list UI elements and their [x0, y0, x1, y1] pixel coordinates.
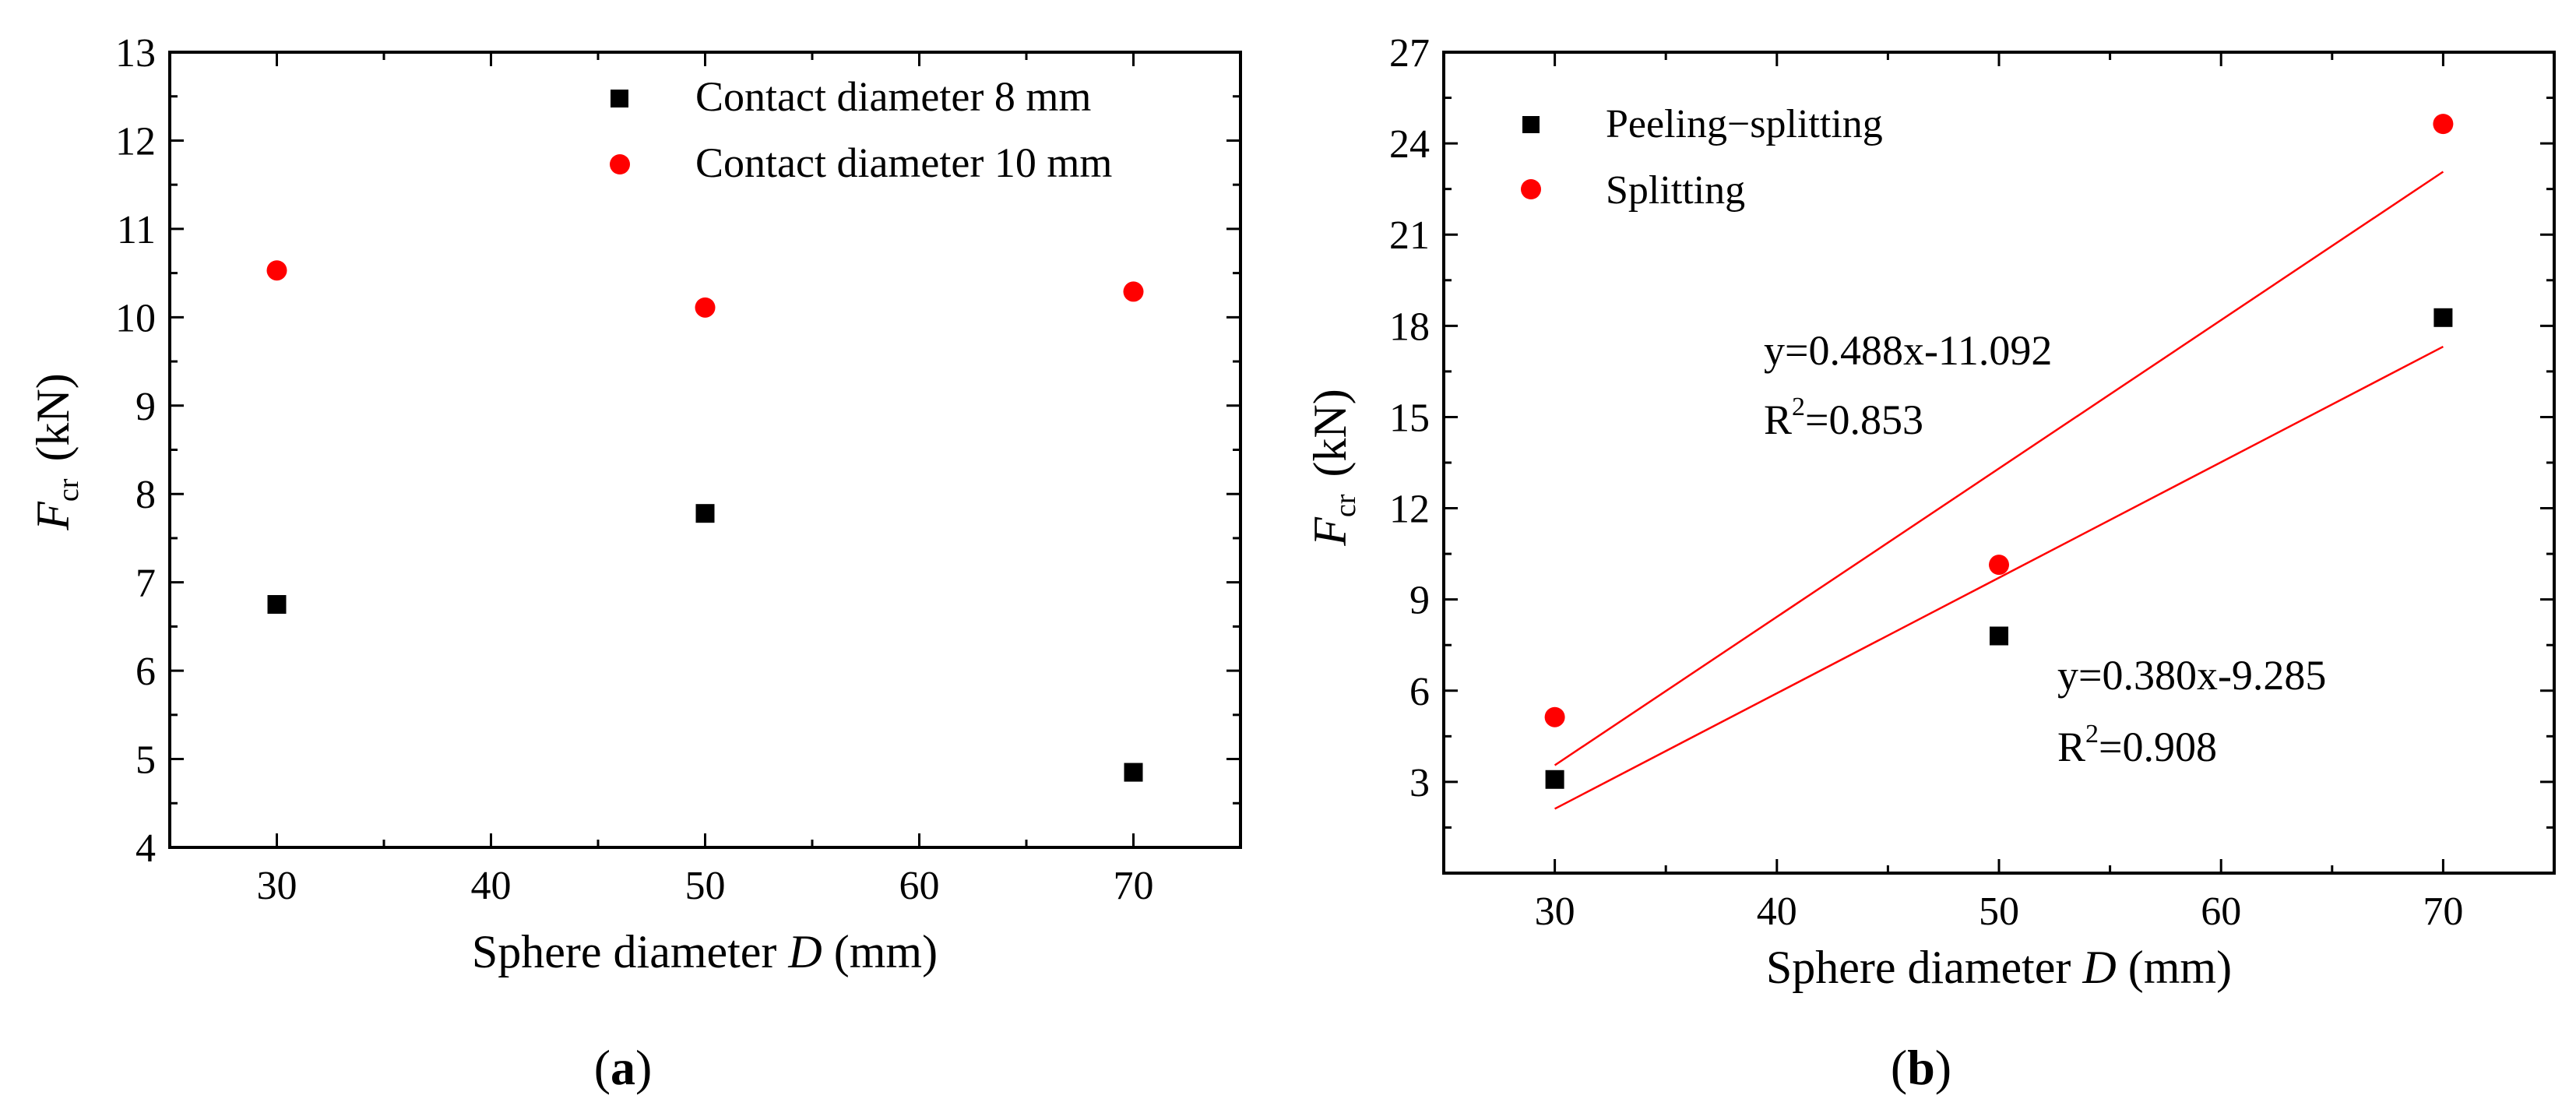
panel-b-y-axis-label: Fcr(kN) [1304, 389, 1362, 546]
y-tick-label: 12 [1389, 488, 1430, 532]
y-tick-label: 18 [1389, 305, 1430, 349]
y-tick-label: 6 [135, 650, 156, 694]
panel-b-chart: 30 40 50 60 70 3 6 9 12 15 18 21 24 27 Peeling−splitt… [1304, 31, 2556, 1095]
y-tick-label: 13 [115, 31, 156, 76]
x-tick-label: 30 [257, 864, 297, 908]
data-point-circle [1544, 706, 1565, 727]
x-tick-label: 40 [1757, 889, 1797, 934]
panel-b-x-axis-label: Sphere diameter D (mm) [1766, 942, 2232, 993]
data-point-square [1545, 770, 1564, 789]
y-tick-label: 24 [1389, 122, 1430, 167]
y-tick-label: 15 [1389, 396, 1430, 440]
legend-marker-square [1522, 116, 1540, 133]
y-tick-label: 9 [135, 385, 156, 429]
x-tick-label: 60 [899, 864, 940, 908]
panel-a-chart: 30 40 50 60 70 4 5 6 7 8 9 10 11 12 13 Contact diamete… [27, 31, 1242, 1095]
data-point-square [267, 595, 287, 615]
panel-a-caption: (a) [594, 1040, 653, 1095]
data-point-square [1990, 626, 2008, 646]
panel-b-fit-annotation-1: y=0.488x-11.092 R2=0.853 [1764, 327, 2052, 443]
legend-marker-square [611, 90, 628, 107]
y-tick-label: 12 [115, 119, 156, 164]
x-tick-label: 40 [471, 864, 512, 908]
data-point-circle [2433, 114, 2454, 135]
panel-b-legend: Peeling−splitting Splitting [1521, 102, 1883, 213]
y-tick-label: 7 [135, 562, 156, 606]
y-tick-label: 8 [135, 473, 156, 517]
panel-a-marks [266, 260, 1144, 782]
fit-r2-1: R2=0.853 [1764, 393, 1923, 443]
fit-equation-1: y=0.488x-11.092 [1764, 327, 2052, 374]
x-tick-label: 70 [2423, 889, 2463, 934]
y-tick-label: 10 [115, 296, 156, 340]
data-point-square [695, 504, 715, 523]
fit-equation-2: y=0.380x-9.285 [2057, 652, 2326, 699]
panel-b-fit-lines [1554, 171, 2444, 810]
fit-line-1 [1554, 171, 2444, 766]
y-tick-label: 5 [135, 738, 156, 783]
panel-b-ticks: 30 40 50 60 70 3 6 9 12 15 18 21 24 27 [1389, 31, 2556, 934]
legend-marker-circle [610, 154, 630, 174]
legend-label-contact-8mm: Contact diameter 8 mm [695, 73, 1091, 120]
panel-a-y-axis-label: Fcr(kN) [27, 373, 85, 530]
panel-a-ticks: 30 40 50 60 70 4 5 6 7 8 9 10 11 12 13 [115, 31, 1242, 908]
data-point-circle [1989, 555, 2009, 576]
panel-a-legend: Contact diameter 8 mm Contact diameter 1… [610, 73, 1112, 186]
x-tick-label: 30 [1535, 889, 1575, 934]
legend-label-splitting: Splitting [1606, 168, 1745, 213]
fit-r2-2: R2=0.908 [2057, 720, 2217, 770]
panel-b-fit-annotation-2: y=0.380x-9.285 R2=0.908 [2057, 652, 2326, 770]
legend-marker-circle [1521, 179, 1541, 199]
panel-b-marks [1544, 114, 2454, 789]
y-tick-label: 21 [1389, 213, 1430, 258]
data-point-square [1124, 763, 1143, 782]
y-tick-label: 6 [1409, 670, 1430, 714]
y-tick-label: 27 [1389, 31, 1430, 76]
legend-label-contact-10mm: Contact diameter 10 mm [695, 139, 1112, 186]
y-tick-label: 11 [117, 208, 156, 252]
x-tick-label: 50 [1979, 889, 2019, 934]
y-tick-label: 9 [1409, 579, 1430, 623]
fit-line-2 [1554, 345, 2444, 810]
y-tick-label: 3 [1409, 761, 1430, 805]
data-point-square [2433, 308, 2453, 327]
legend-label-peeling-splitting: Peeling−splitting [1606, 102, 1883, 146]
panel-b-caption: (b) [1891, 1040, 1951, 1095]
data-point-circle [695, 297, 716, 318]
x-tick-label: 60 [2201, 889, 2241, 934]
data-point-circle [1123, 281, 1144, 302]
x-tick-label: 70 [1114, 864, 1154, 908]
y-tick-label: 4 [135, 826, 156, 871]
x-tick-label: 50 [685, 864, 726, 908]
panel-a-x-axis-label: Sphere diameter D (mm) [472, 926, 938, 977]
data-point-circle [266, 260, 287, 281]
